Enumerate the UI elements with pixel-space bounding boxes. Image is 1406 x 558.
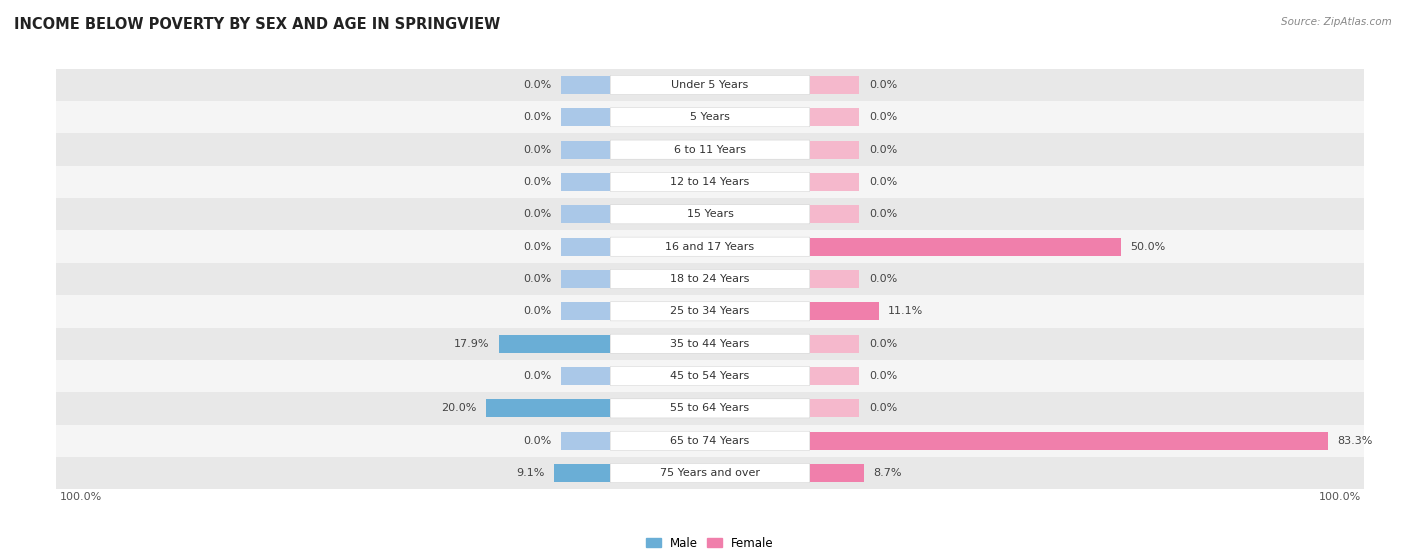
Text: 20.0%: 20.0%: [441, 403, 477, 413]
FancyBboxPatch shape: [610, 270, 810, 288]
Bar: [810, 205, 859, 223]
Bar: [56, 101, 1364, 133]
Text: 100.0%: 100.0%: [59, 492, 101, 502]
FancyBboxPatch shape: [610, 464, 810, 483]
Text: 100.0%: 100.0%: [1319, 492, 1361, 502]
Bar: [56, 328, 1364, 360]
Text: 0.0%: 0.0%: [523, 306, 551, 316]
FancyBboxPatch shape: [610, 399, 810, 418]
Bar: [561, 141, 610, 158]
FancyBboxPatch shape: [610, 302, 810, 321]
Bar: [56, 230, 1364, 263]
Bar: [56, 425, 1364, 457]
FancyBboxPatch shape: [610, 334, 810, 353]
Bar: [561, 432, 610, 450]
Text: 0.0%: 0.0%: [523, 371, 551, 381]
Text: 75 Years and over: 75 Years and over: [659, 468, 761, 478]
Text: Under 5 Years: Under 5 Years: [672, 80, 748, 90]
FancyBboxPatch shape: [610, 140, 810, 159]
FancyBboxPatch shape: [610, 431, 810, 450]
FancyBboxPatch shape: [610, 205, 810, 224]
Text: 16 and 17 Years: 16 and 17 Years: [665, 242, 755, 252]
FancyBboxPatch shape: [610, 367, 810, 386]
Text: 0.0%: 0.0%: [869, 145, 897, 155]
Text: 15 Years: 15 Years: [686, 209, 734, 219]
Bar: [499, 335, 610, 353]
Bar: [810, 108, 859, 126]
Bar: [810, 238, 1121, 256]
Text: 0.0%: 0.0%: [523, 145, 551, 155]
Text: Source: ZipAtlas.com: Source: ZipAtlas.com: [1281, 17, 1392, 27]
Text: 0.0%: 0.0%: [523, 242, 551, 252]
Bar: [56, 198, 1364, 230]
Legend: Male, Female: Male, Female: [641, 532, 779, 554]
Bar: [56, 360, 1364, 392]
Text: 0.0%: 0.0%: [869, 177, 897, 187]
Bar: [810, 335, 859, 353]
Bar: [561, 270, 610, 288]
Text: 9.1%: 9.1%: [516, 468, 544, 478]
Text: 0.0%: 0.0%: [869, 209, 897, 219]
Bar: [561, 173, 610, 191]
Text: 0.0%: 0.0%: [869, 80, 897, 90]
Bar: [561, 367, 610, 385]
Bar: [810, 76, 859, 94]
FancyBboxPatch shape: [610, 237, 810, 256]
Text: 0.0%: 0.0%: [523, 209, 551, 219]
Bar: [810, 173, 859, 191]
Bar: [486, 400, 610, 417]
Text: 83.3%: 83.3%: [1337, 436, 1374, 446]
Text: 0.0%: 0.0%: [523, 436, 551, 446]
Text: 0.0%: 0.0%: [869, 339, 897, 349]
Bar: [810, 141, 859, 158]
Bar: [56, 166, 1364, 198]
Text: 17.9%: 17.9%: [454, 339, 489, 349]
Bar: [810, 432, 1329, 450]
Bar: [56, 263, 1364, 295]
FancyBboxPatch shape: [610, 108, 810, 127]
Text: 55 to 64 Years: 55 to 64 Years: [671, 403, 749, 413]
Text: 6 to 11 Years: 6 to 11 Years: [673, 145, 747, 155]
Text: 0.0%: 0.0%: [523, 274, 551, 284]
Bar: [561, 205, 610, 223]
Bar: [56, 457, 1364, 489]
Text: 50.0%: 50.0%: [1130, 242, 1166, 252]
Text: 18 to 24 Years: 18 to 24 Years: [671, 274, 749, 284]
Text: 8.7%: 8.7%: [873, 468, 901, 478]
Text: 0.0%: 0.0%: [869, 112, 897, 122]
FancyBboxPatch shape: [610, 172, 810, 191]
Text: INCOME BELOW POVERTY BY SEX AND AGE IN SPRINGVIEW: INCOME BELOW POVERTY BY SEX AND AGE IN S…: [14, 17, 501, 32]
Text: 65 to 74 Years: 65 to 74 Years: [671, 436, 749, 446]
Bar: [56, 392, 1364, 425]
Text: 0.0%: 0.0%: [523, 112, 551, 122]
Text: 12 to 14 Years: 12 to 14 Years: [671, 177, 749, 187]
Bar: [810, 367, 859, 385]
Text: 0.0%: 0.0%: [523, 177, 551, 187]
Text: 45 to 54 Years: 45 to 54 Years: [671, 371, 749, 381]
Bar: [810, 464, 863, 482]
Bar: [554, 464, 610, 482]
Bar: [561, 76, 610, 94]
FancyBboxPatch shape: [610, 75, 810, 94]
Bar: [56, 69, 1364, 101]
Bar: [810, 270, 859, 288]
Bar: [561, 302, 610, 320]
Text: 25 to 34 Years: 25 to 34 Years: [671, 306, 749, 316]
Bar: [561, 238, 610, 256]
Text: 5 Years: 5 Years: [690, 112, 730, 122]
Bar: [810, 400, 859, 417]
Text: 0.0%: 0.0%: [869, 403, 897, 413]
Text: 35 to 44 Years: 35 to 44 Years: [671, 339, 749, 349]
Text: 0.0%: 0.0%: [869, 371, 897, 381]
Bar: [561, 108, 610, 126]
Bar: [56, 295, 1364, 328]
Text: 11.1%: 11.1%: [889, 306, 924, 316]
Bar: [56, 133, 1364, 166]
Text: 0.0%: 0.0%: [523, 80, 551, 90]
Bar: [810, 302, 879, 320]
Text: 0.0%: 0.0%: [869, 274, 897, 284]
